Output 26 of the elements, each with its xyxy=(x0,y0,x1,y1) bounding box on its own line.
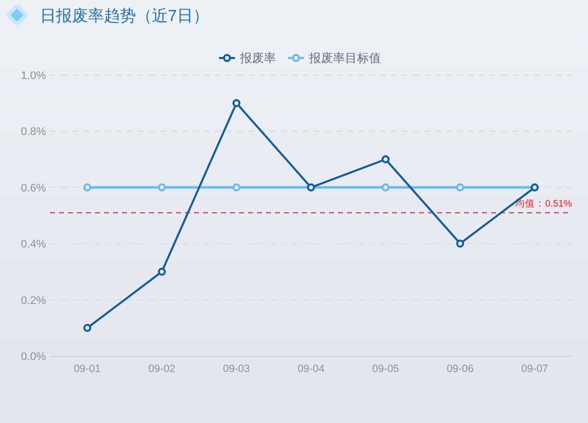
y-tick-label: 1.0% xyxy=(20,70,46,82)
point xyxy=(83,324,92,332)
y-tick-label: 0.4% xyxy=(20,238,46,251)
point xyxy=(456,183,464,192)
x-tick-label: 09-03 xyxy=(223,363,250,375)
point xyxy=(382,183,390,192)
point xyxy=(232,183,240,192)
legend-label: 报废率目标值 xyxy=(308,51,381,65)
chart-title: 日报废率趋势（近7日） xyxy=(40,7,209,25)
x-tick-label: 09-02 xyxy=(148,363,176,375)
point xyxy=(158,183,166,192)
y-tick-label: 0.8% xyxy=(20,126,46,138)
y-tick-label: 0.2% xyxy=(20,294,46,307)
point xyxy=(382,155,390,164)
y-tick-label: 0.0% xyxy=(20,351,46,363)
x-tick-label: 09-06 xyxy=(446,363,474,375)
point xyxy=(456,240,464,248)
point xyxy=(83,183,92,192)
x-tick-label: 09-05 xyxy=(372,363,400,375)
x-tick-label: 09-07 xyxy=(521,363,548,375)
legend-label: 报废率 xyxy=(239,51,276,65)
y-tick-label: 0.6% xyxy=(20,182,46,194)
point xyxy=(232,99,240,108)
x-tick-label: 09-04 xyxy=(298,363,325,375)
point xyxy=(158,268,166,276)
x-tick-label: 09-01 xyxy=(74,363,101,375)
